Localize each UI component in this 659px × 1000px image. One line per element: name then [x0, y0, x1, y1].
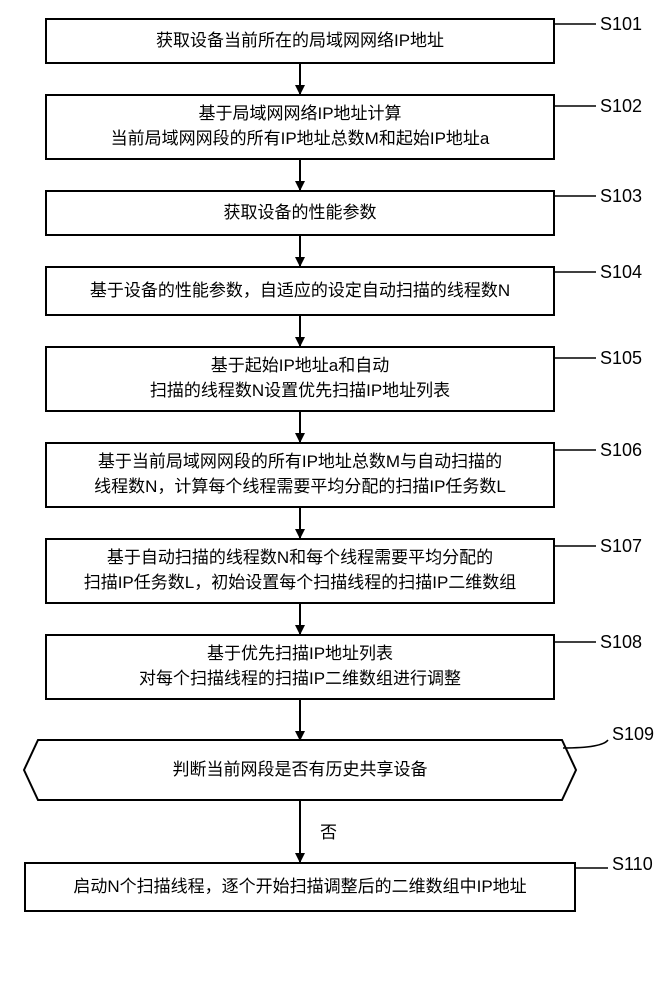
edge-label-no: 否 [320, 818, 337, 843]
step-label: S102 [600, 96, 642, 117]
flowchart-step: 获取设备的性能参数 [45, 190, 555, 236]
flowchart-step: 获取设备当前所在的局域网网络IP地址 [45, 18, 555, 64]
flowchart-step: 启动N个扫描线程，逐个开始扫描调整后的二维数组中IP地址 [24, 862, 576, 912]
step-label: S104 [600, 262, 642, 283]
flowchart-step: 基于局域网网络IP地址计算当前局域网网段的所有IP地址总数M和起始IP地址a [45, 94, 555, 160]
step-label: S105 [600, 348, 642, 369]
flowchart-step: 基于自动扫描的线程数N和每个线程需要平均分配的扫描IP任务数L，初始设置每个扫描… [45, 538, 555, 604]
step-label: S110 [612, 854, 653, 875]
step-label: S101 [600, 14, 642, 35]
step-label: S108 [600, 632, 642, 653]
flowchart-canvas: 获取设备当前所在的局域网网络IP地址基于局域网网络IP地址计算当前局域网网段的所… [0, 0, 659, 1000]
step-label: S107 [600, 536, 642, 557]
step-label: S106 [600, 440, 642, 461]
flowchart-step: 基于起始IP地址a和自动扫描的线程数N设置优先扫描IP地址列表 [45, 346, 555, 412]
step-label: S109 [612, 724, 654, 745]
flowchart-decision: 判断当前网段是否有历史共享设备 [24, 740, 576, 800]
flowchart-step: 基于优先扫描IP地址列表对每个扫描线程的扫描IP二维数组进行调整 [45, 634, 555, 700]
step-label: S103 [600, 186, 642, 207]
flowchart-step: 基于当前局域网网段的所有IP地址总数M与自动扫描的线程数N，计算每个线程需要平均… [45, 442, 555, 508]
flowchart-step: 基于设备的性能参数，自适应的设定自动扫描的线程数N [45, 266, 555, 316]
